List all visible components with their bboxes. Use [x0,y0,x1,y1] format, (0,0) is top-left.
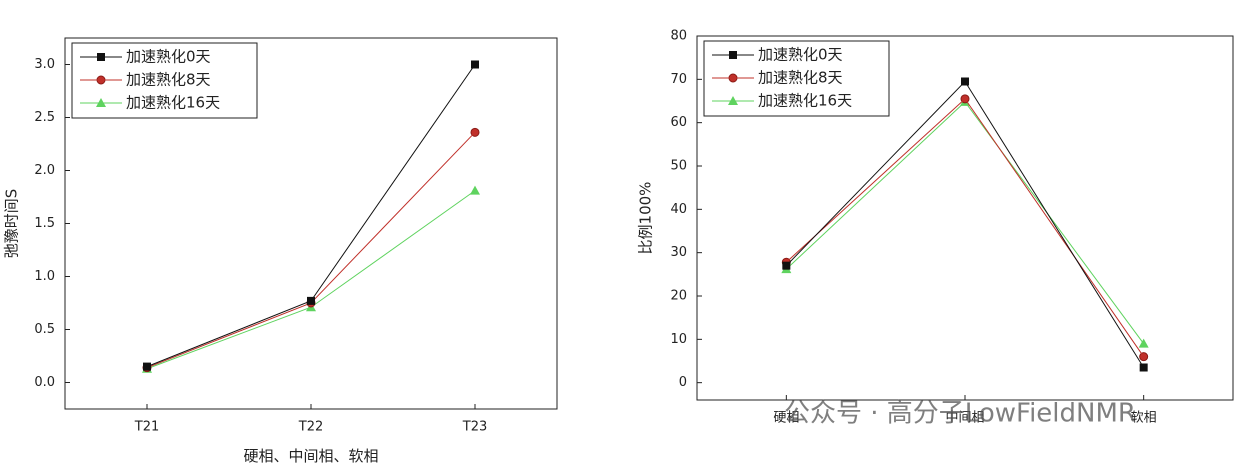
series-line [146,131,476,369]
y-tick-label: 70 [670,72,687,87]
y-tick-label: 2.5 [34,110,55,125]
x-tick-label: 硬相 [773,411,799,426]
y-tick-label: 2.0 [34,163,55,178]
legend-frame [71,42,258,119]
x-tick-label: T22 [298,420,323,435]
y-tick-label: 20 [670,289,687,304]
y-tick-label: 1.0 [34,269,55,284]
y-tick-label: 50 [670,159,687,174]
legend-label: 加速熟化0天 [126,48,211,66]
series-line [146,190,476,370]
series-line [785,80,1145,368]
x-tick-label: T23 [462,420,487,435]
watermark: 公众号 · 高分子LowFieldNMR [784,399,1136,429]
y-axis-label: 弛豫时间S [3,189,21,259]
legend-label: 加速熟化8天 [758,69,843,87]
legend-label: 加速熟化16天 [758,92,852,110]
series-line [146,64,476,368]
x-tick-label: T21 [134,420,159,435]
y-tick-label: 0 [679,375,687,390]
y-tick-label: 60 [670,115,687,130]
legend-label: 加速熟化8天 [126,71,211,89]
plot-frame [696,35,1234,401]
x-tick-label: 中间相 [945,411,984,426]
legend-label: 加速熟化16天 [126,94,220,112]
y-tick-label: 40 [670,202,687,217]
y-tick-label: 3.0 [34,57,55,72]
x-axis-label: 硬相、中间相、软相 [243,447,378,465]
series-line [785,98,1145,357]
y-tick-label: 0.0 [34,375,55,390]
legend-frame [703,40,890,117]
series-line [785,101,1145,344]
y-axis-label: 比例100% [637,182,655,255]
y-tick-label: 10 [670,332,687,347]
y-tick-label: 1.5 [34,216,55,231]
x-tick-label: 软相 [1131,411,1157,426]
legend-label: 加速熟化0天 [758,46,843,64]
plot-frame [64,37,558,410]
y-tick-label: 80 [670,29,687,44]
y-tick-label: 30 [670,245,687,260]
y-tick-label: 0.5 [34,322,55,337]
